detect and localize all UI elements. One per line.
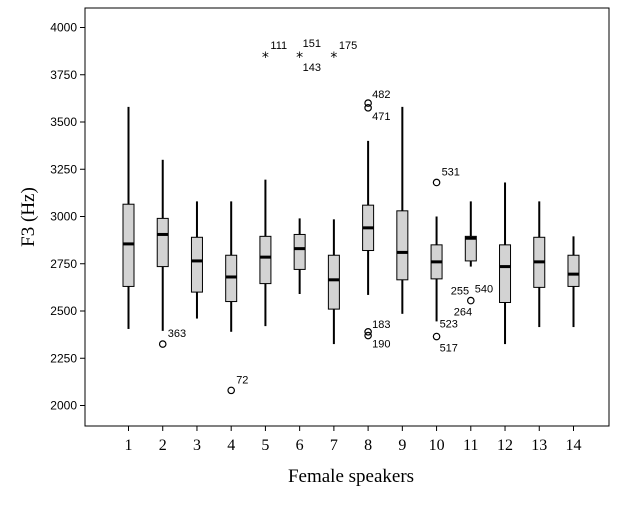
y-tick-label: 4000 bbox=[50, 21, 77, 35]
box bbox=[190, 236, 203, 293]
x-tick-label: 10 bbox=[429, 437, 445, 454]
outlier-label: 531 bbox=[442, 166, 460, 178]
outlier-label: 111 bbox=[270, 40, 287, 52]
box bbox=[499, 244, 512, 303]
x-tick-label: 2 bbox=[159, 437, 167, 454]
box bbox=[327, 254, 340, 310]
outlier-star-marker: * bbox=[330, 50, 337, 66]
box bbox=[259, 235, 272, 285]
outlier-label: 523 bbox=[440, 319, 458, 331]
y-tick-label: 3000 bbox=[50, 210, 77, 224]
x-tick-label: 5 bbox=[261, 437, 269, 454]
x-axis: 1 2 3 4 5 6 7 8 9 10 11 12 13 14 bbox=[125, 426, 581, 454]
x-tick-label: 9 bbox=[398, 437, 406, 454]
box bbox=[156, 217, 169, 268]
box bbox=[396, 210, 409, 281]
y-axis-title: F3 (Hz) bbox=[18, 187, 39, 247]
outlier-label: 363 bbox=[168, 328, 186, 340]
x-tick-label: 11 bbox=[463, 437, 478, 454]
y-tick-label: 3250 bbox=[50, 162, 77, 176]
x-axis-title: Female speakers bbox=[288, 466, 414, 487]
outlier-label: 175 bbox=[339, 40, 357, 52]
outlier-label: 471 bbox=[372, 111, 390, 123]
x-tick-label: 4 bbox=[227, 437, 235, 454]
outlier-label: 72 bbox=[236, 374, 248, 386]
x-tick-label: 6 bbox=[296, 437, 304, 454]
y-tick-label: 2000 bbox=[50, 399, 77, 413]
outlier-star-marker: * bbox=[262, 50, 269, 66]
x-tick-label: 3 bbox=[193, 437, 201, 454]
outlier-label: 482 bbox=[372, 89, 390, 101]
box bbox=[464, 235, 477, 262]
x-tick-label: 14 bbox=[565, 437, 581, 454]
outlier-label: 190 bbox=[372, 339, 390, 351]
outlier-label: 151 bbox=[303, 38, 321, 50]
y-tick-label: 3750 bbox=[50, 68, 77, 82]
x-tick-label: 7 bbox=[330, 437, 338, 454]
x-tick-label: 8 bbox=[364, 437, 372, 454]
outlier-label: 264 bbox=[454, 307, 472, 319]
outlier-circle-marker bbox=[364, 104, 372, 112]
outlier-circle-marker bbox=[466, 296, 475, 305]
x-tick-label: 1 bbox=[125, 437, 133, 454]
outlier-star-marker: * bbox=[296, 50, 303, 66]
outlier-circle-marker bbox=[432, 178, 441, 187]
outlier-circle-marker bbox=[364, 99, 372, 107]
outlier-label: 255 bbox=[451, 286, 469, 298]
outlier-label: 517 bbox=[440, 343, 458, 355]
x-tick-label: 12 bbox=[497, 437, 513, 454]
outlier-series: 36372*111*151143*17548247118319053152351… bbox=[158, 38, 493, 395]
outlier-circle-marker bbox=[227, 386, 235, 395]
box bbox=[567, 254, 580, 287]
box bbox=[293, 233, 306, 270]
y-tick-label: 2750 bbox=[50, 257, 77, 271]
y-tick-label: 3500 bbox=[50, 115, 77, 129]
outlier-label: 183 bbox=[372, 319, 390, 331]
y-tick-label: 2250 bbox=[50, 351, 77, 365]
outlier-circle-marker bbox=[364, 331, 372, 340]
outlier-circle-marker bbox=[158, 340, 167, 348]
outlier-label: 540 bbox=[475, 284, 493, 296]
outlier-circle-marker bbox=[432, 332, 441, 341]
outlier-label: 143 bbox=[303, 62, 321, 74]
y-axis: 2000 2250 2500 2750 3000 3250 3500 3750 4000 bbox=[50, 21, 85, 413]
box-series bbox=[122, 106, 580, 345]
y-tick-label: 2500 bbox=[50, 304, 77, 318]
outlier-circle-marker bbox=[364, 327, 372, 336]
x-tick-label: 13 bbox=[531, 437, 547, 454]
